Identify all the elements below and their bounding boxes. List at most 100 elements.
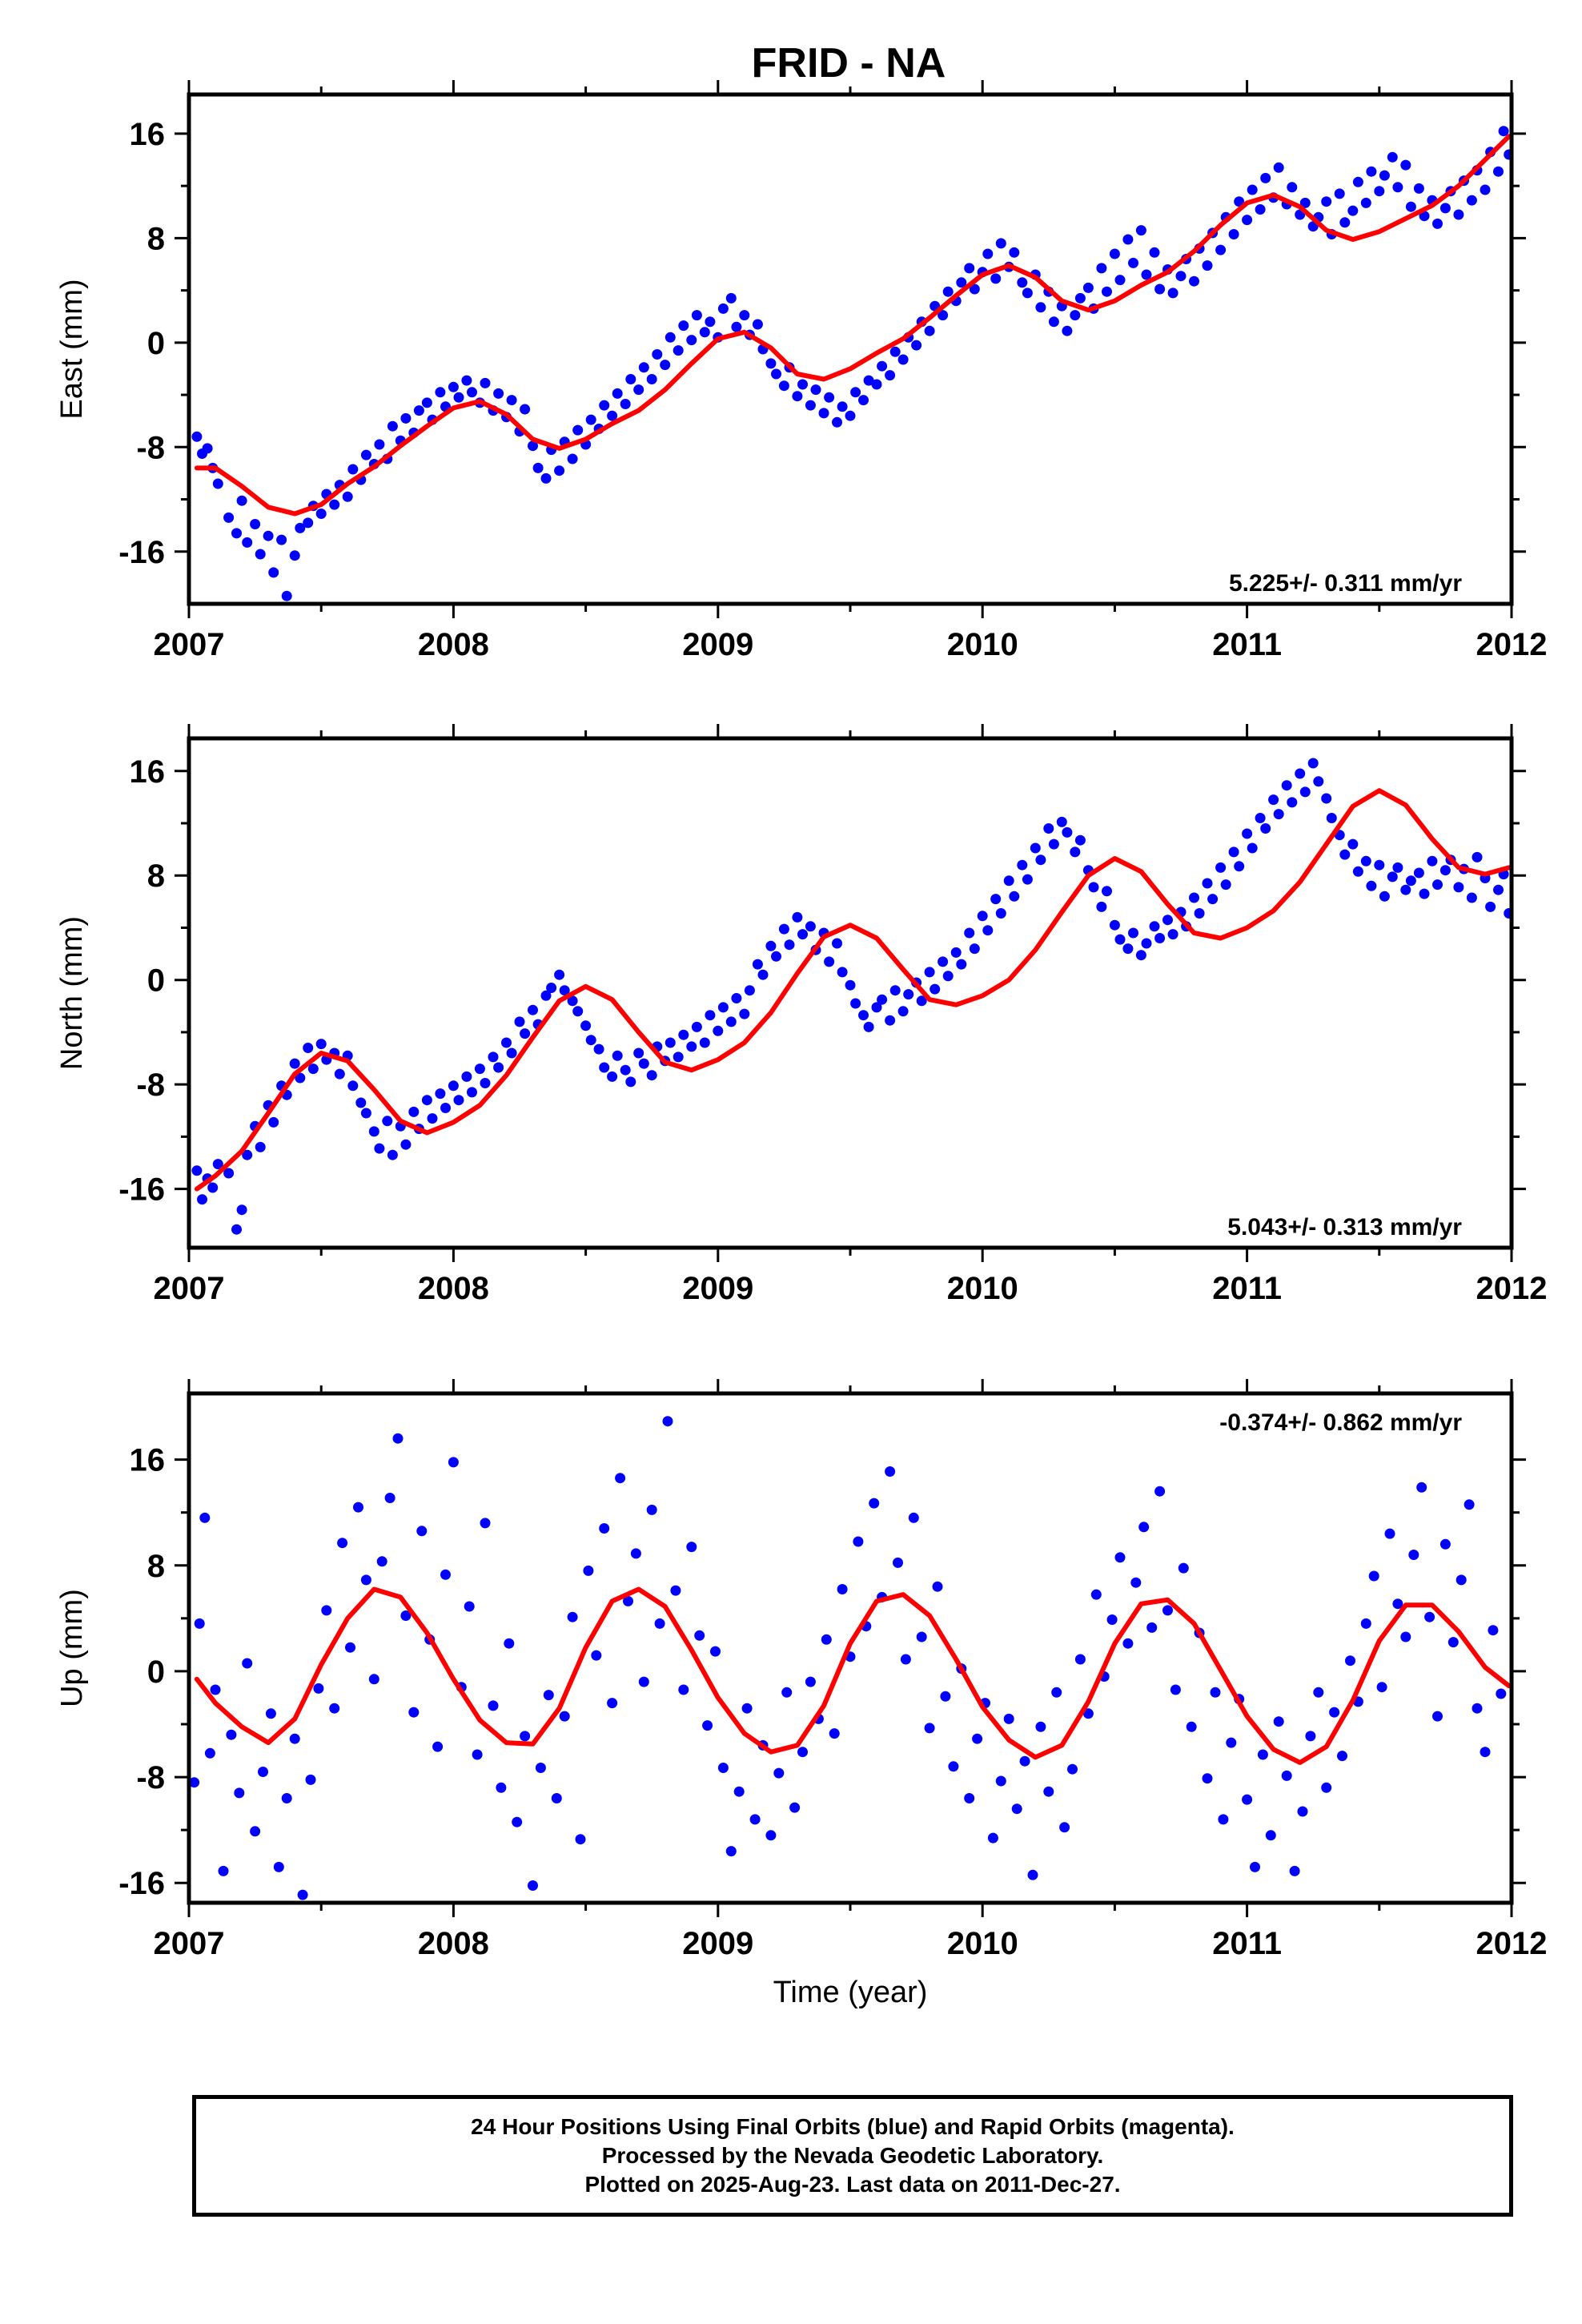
north-data-point — [982, 925, 994, 936]
up-y-tick-label: -16 — [118, 1866, 165, 1901]
up-data-point — [1384, 1528, 1395, 1539]
up-data-point — [1439, 1538, 1451, 1550]
north-data-point — [673, 1051, 684, 1063]
north-data-point — [1453, 882, 1464, 893]
north-y-tick-label: 0 — [147, 963, 165, 999]
east-data-point — [289, 550, 300, 561]
north-data-point — [400, 1139, 412, 1150]
north-data-point — [1466, 892, 1477, 903]
east-data-point — [1189, 275, 1199, 287]
north-data-point — [638, 1058, 649, 1069]
north-data-point — [625, 1076, 636, 1088]
east-data-point — [638, 362, 649, 373]
east-data-point — [528, 440, 538, 452]
north-data-point — [567, 995, 578, 1007]
north-data-point — [440, 1103, 451, 1113]
east-data-point — [1387, 151, 1398, 163]
up-data-point — [199, 1512, 211, 1523]
up-x-tick-label: 2009 — [682, 1926, 753, 1961]
east-data-point — [1035, 302, 1046, 313]
east-data-point — [824, 392, 835, 403]
east-data-point — [1466, 195, 1477, 206]
east-data-point — [863, 375, 874, 386]
up-data-point — [1432, 1711, 1443, 1722]
up-data-point — [1289, 1865, 1300, 1876]
north-data-point — [942, 971, 954, 982]
east-data-point — [1352, 176, 1363, 187]
north-data-point — [805, 921, 816, 932]
east-data-point — [1439, 203, 1451, 214]
north-data-point — [1392, 862, 1403, 873]
north-data-point — [1352, 866, 1363, 877]
east-data-point — [752, 319, 763, 330]
east-data-point — [255, 549, 266, 560]
up-data-point — [512, 1816, 523, 1827]
north-data-point — [1255, 813, 1266, 823]
north-data-point — [242, 1149, 253, 1160]
east-data-point — [599, 400, 610, 411]
up-data-point — [1242, 1794, 1253, 1805]
east-data-point — [567, 453, 578, 464]
east-data-point — [625, 374, 636, 384]
north-data-point — [1287, 797, 1298, 808]
north-data-point — [824, 956, 835, 967]
up-data-point — [654, 1618, 665, 1629]
north-y-axis-label: North (mm) — [55, 916, 89, 1070]
east-data-point — [956, 277, 967, 288]
up-data-point — [623, 1595, 633, 1606]
north-data-point — [752, 959, 763, 970]
east-data-point — [633, 384, 644, 396]
north-data-point — [713, 1025, 724, 1036]
up-y-tick-label: 0 — [147, 1655, 165, 1690]
up-data-point — [384, 1493, 396, 1503]
north-data-point — [717, 1002, 729, 1013]
up-data-point — [630, 1548, 641, 1559]
east-data-point — [889, 346, 901, 357]
east-data-point — [1493, 166, 1504, 177]
north-data-point — [757, 969, 769, 980]
east-data-point — [1082, 282, 1094, 293]
up-data-point — [567, 1611, 578, 1622]
east-data-point — [1022, 287, 1033, 299]
north-data-point — [480, 1078, 491, 1088]
up-data-point — [1456, 1574, 1467, 1586]
north-data-point — [1427, 855, 1438, 866]
north-data-point — [315, 1039, 327, 1050]
north-data-point — [1220, 879, 1231, 891]
up-data-point — [1162, 1605, 1173, 1616]
east-data-point — [1247, 184, 1258, 195]
up-data-point — [749, 1814, 761, 1825]
north-data-point — [1347, 838, 1359, 850]
north-data-point — [289, 1058, 300, 1069]
east-data-point — [1432, 218, 1443, 229]
north-plot-frame — [187, 736, 1514, 1250]
east-data-point — [1242, 215, 1253, 226]
east-data-point — [612, 388, 623, 399]
up-data-point — [916, 1631, 927, 1642]
east-x-tick-label: 2009 — [682, 627, 753, 662]
up-data-point — [1424, 1611, 1435, 1622]
north-data-point — [514, 1016, 525, 1027]
north-data-point — [1096, 901, 1107, 912]
east-data-point — [461, 375, 472, 386]
north-data-point — [1307, 758, 1319, 769]
east-y-tick-label: -8 — [136, 430, 165, 465]
up-data-point — [1178, 1562, 1189, 1574]
up-data-point — [765, 1830, 777, 1841]
up-data-point — [1368, 1570, 1379, 1582]
north-x-tick-label: 2009 — [682, 1271, 753, 1306]
north-data-point — [686, 1041, 697, 1052]
up-data-point — [638, 1676, 649, 1687]
up-data-point — [189, 1777, 200, 1788]
north-data-point — [1056, 816, 1067, 827]
east-data-point — [1215, 244, 1227, 255]
east-data-point — [268, 567, 279, 578]
north-data-point — [646, 1070, 657, 1081]
north-data-point — [633, 1047, 644, 1059]
east-data-point — [1228, 229, 1239, 239]
up-data-point — [392, 1433, 404, 1444]
up-data-point — [1265, 1830, 1276, 1841]
up-data-point — [1313, 1687, 1324, 1698]
east-data-point — [792, 391, 803, 402]
up-data-point — [805, 1676, 816, 1687]
